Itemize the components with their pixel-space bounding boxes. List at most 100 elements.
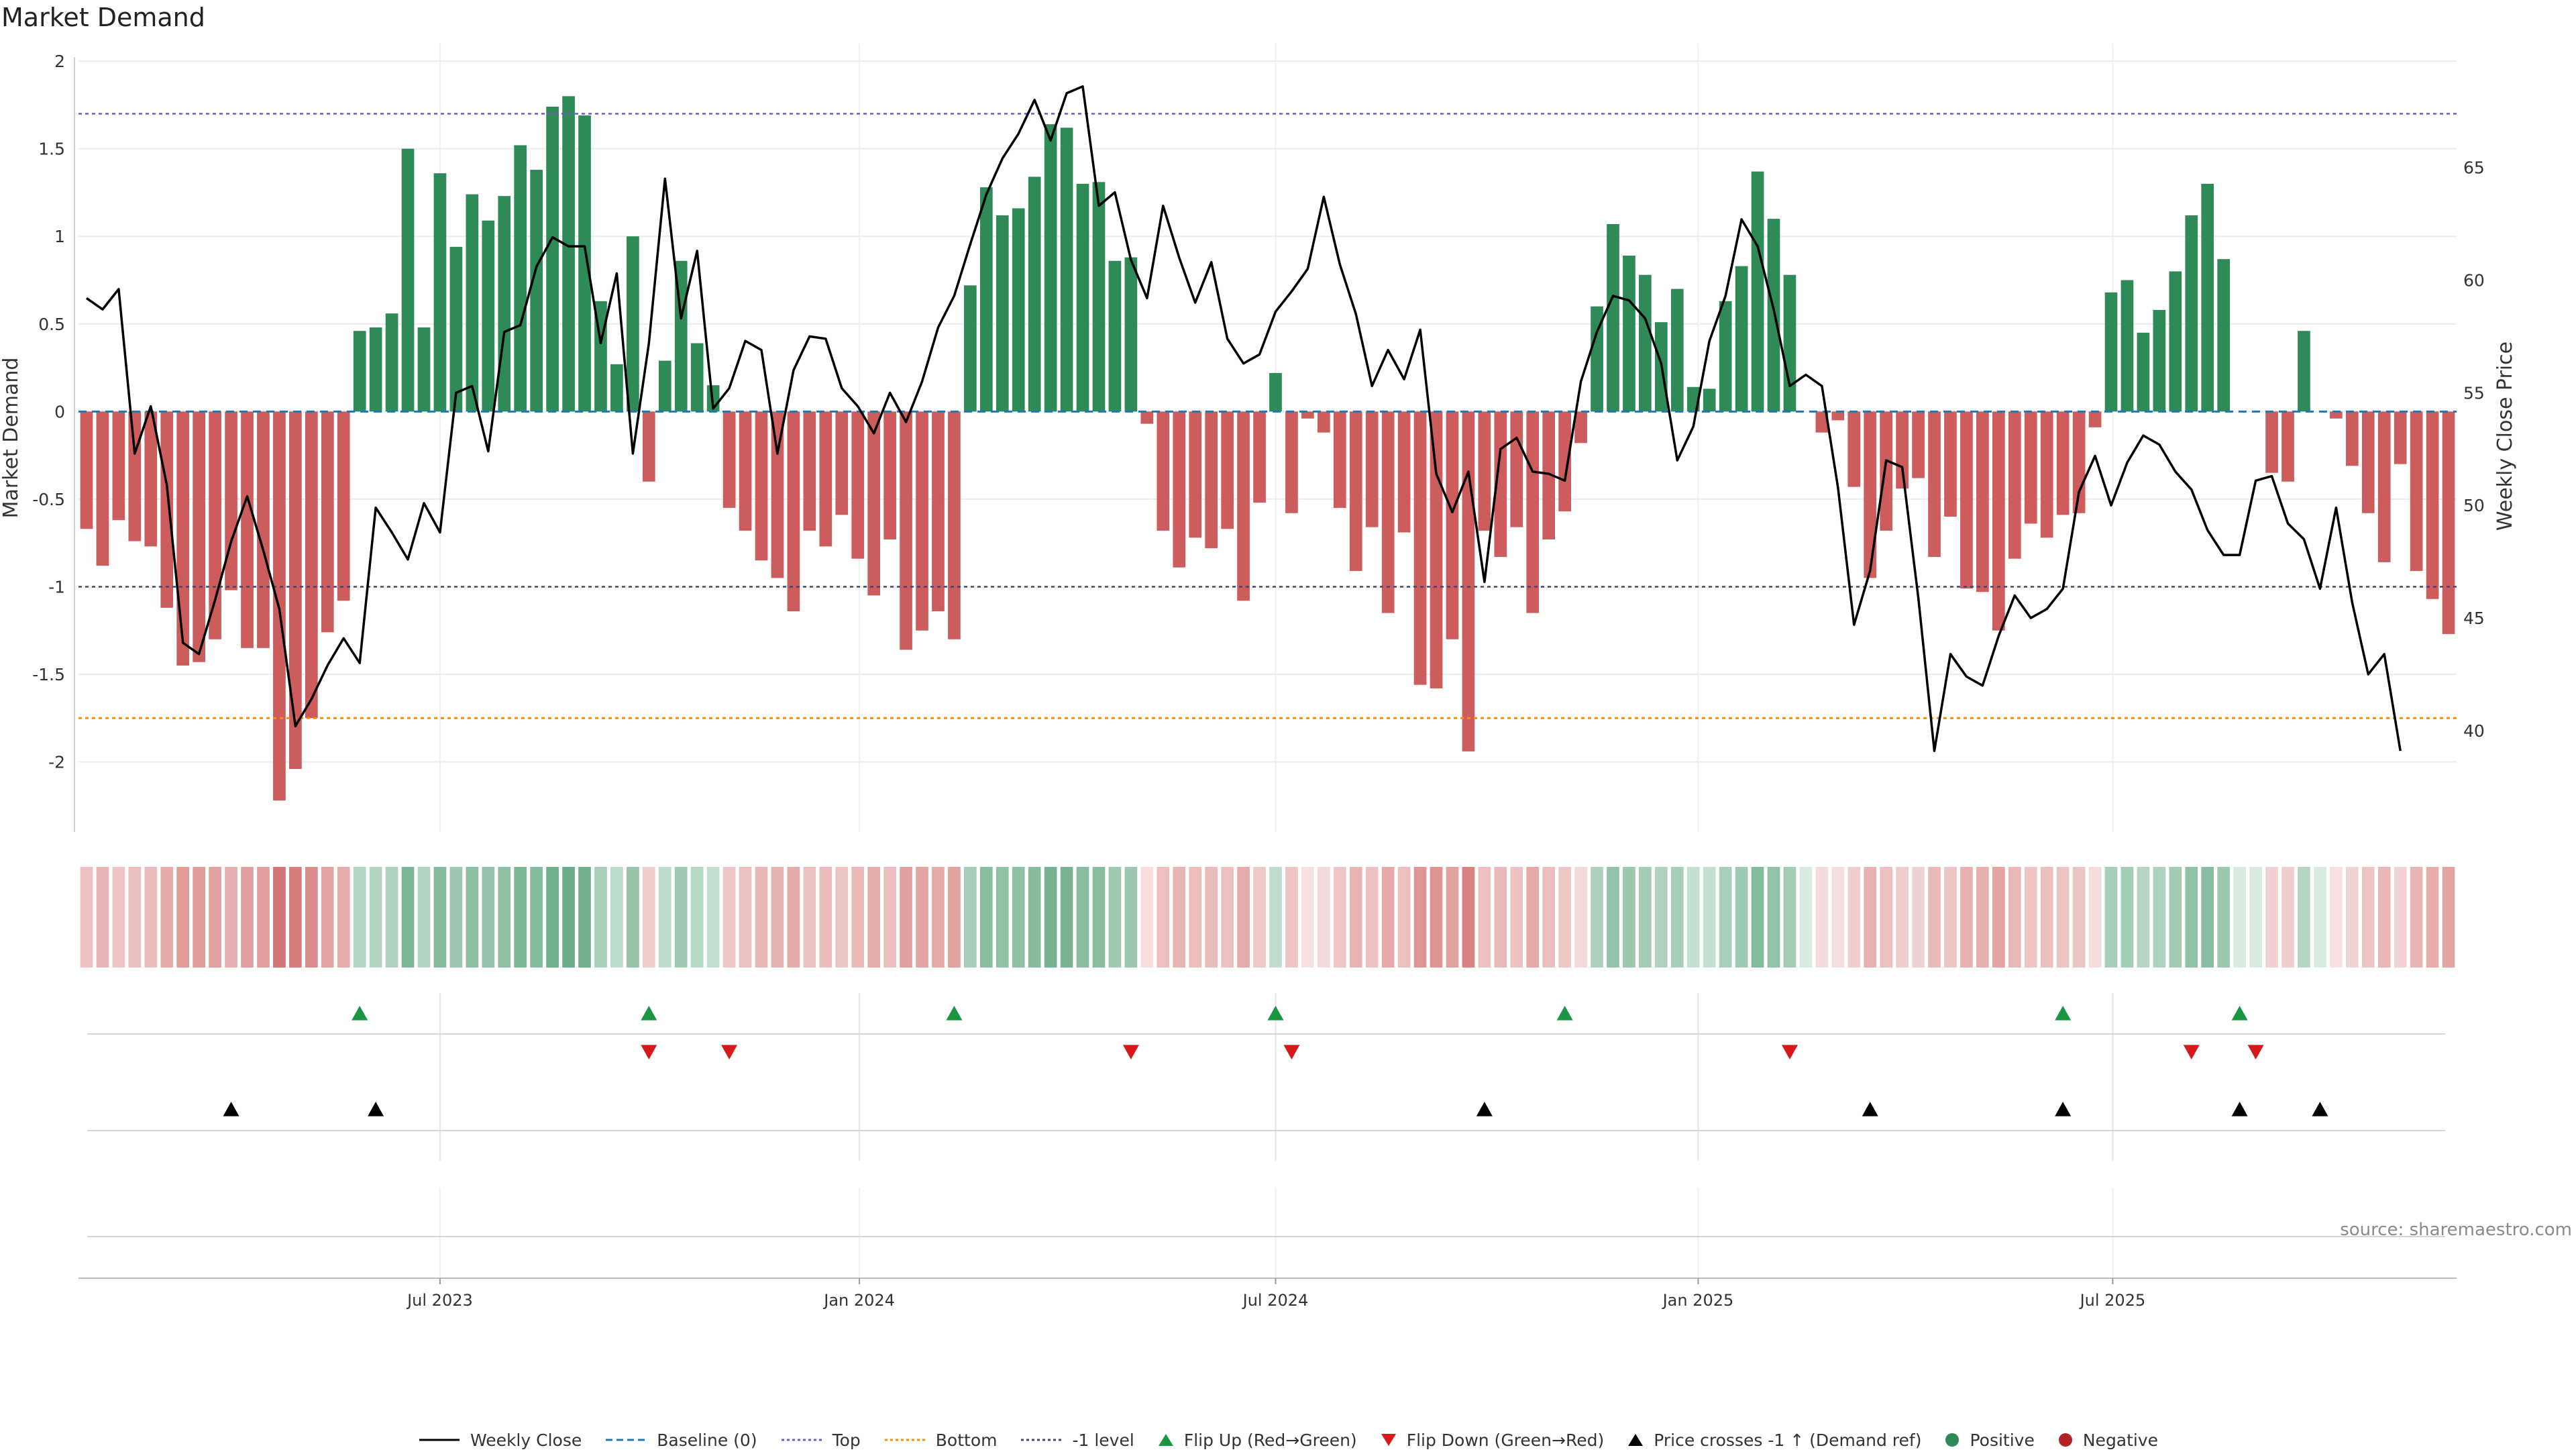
demand-bar: [1928, 411, 1941, 558]
chart-title: Market Demand: [1, 3, 205, 32]
demand-bar: [2426, 411, 2439, 599]
heat-cell: [1558, 867, 1571, 968]
legend-label: Weekly Close: [470, 1430, 582, 1450]
heat-cell: [1912, 867, 1925, 968]
price-cross-marker: [223, 1102, 239, 1116]
legend-item: Flip Down (Green→Red): [1380, 1431, 1604, 1450]
heat-cell: [337, 867, 350, 968]
demand-bar: [305, 411, 318, 719]
heat-cell: [2104, 867, 2118, 968]
heat-cell: [112, 867, 125, 968]
demand-bar: [1012, 208, 1025, 412]
heat-cell: [1735, 867, 1748, 968]
demand-bar: [867, 411, 881, 596]
heat-cell: [1526, 867, 1540, 968]
demand-bar: [1478, 411, 1491, 531]
legend-triangle-up-icon: [1628, 1434, 1644, 1446]
heat-cell: [1896, 867, 1909, 968]
heat-cell: [1944, 867, 1957, 968]
heat-cell: [851, 867, 865, 968]
heat-cell: [2426, 867, 2439, 968]
demand-bar: [996, 215, 1009, 412]
flip-up-marker: [352, 1006, 368, 1021]
y-tick-label: 2: [54, 52, 65, 71]
legend-label: Top: [832, 1430, 861, 1450]
demand-bar: [916, 411, 928, 631]
heat-cell: [482, 867, 495, 968]
heat-cell: [1253, 867, 1266, 968]
demand-bar: [1670, 289, 1684, 412]
demand-bar: [96, 411, 109, 566]
flip-up-marker: [2231, 1006, 2248, 1021]
demand-bar: [112, 411, 125, 521]
heat-cell: [674, 867, 688, 968]
heat-cell: [1205, 867, 1218, 968]
heat-cell: [1189, 867, 1202, 968]
heat-cell: [321, 867, 334, 968]
legend-label: Flip Up (Red→Green): [1183, 1430, 1357, 1450]
demand-bar: [1413, 411, 1427, 685]
demand-bar: [1767, 219, 1780, 412]
heat-cell: [2153, 867, 2166, 968]
demand-bar: [530, 170, 543, 412]
heat-cell: [1623, 867, 1635, 968]
legend-label: Bottom: [935, 1430, 998, 1450]
demand-bar: [1076, 183, 1089, 412]
price-tick-label: 40: [2463, 721, 2485, 741]
demand-bar: [1365, 411, 1379, 527]
demand-bar: [1124, 257, 1138, 412]
heat-cell: [1269, 867, 1282, 968]
heat-cell: [2249, 867, 2262, 968]
demand-bar: [1317, 411, 1330, 433]
demand-bar: [2169, 271, 2182, 412]
demand-bar: [932, 411, 945, 611]
heat-cell: [80, 867, 93, 968]
demand-bar: [2072, 411, 2086, 513]
heat-cell: [498, 867, 511, 968]
heat-cell: [1783, 867, 1796, 968]
demand-bar: [2394, 411, 2407, 464]
heat-cell: [2265, 867, 2278, 968]
heat-cell: [1092, 867, 1106, 968]
heat-cell: [1462, 867, 1475, 968]
demand-bar: [1285, 411, 1298, 513]
demand-bar: [1430, 411, 1443, 688]
heat-cell: [2201, 867, 2214, 968]
heat-cell: [1799, 867, 1813, 968]
heat-cell: [658, 867, 672, 968]
demand-bar: [835, 411, 849, 515]
demand-bar: [2298, 331, 2310, 412]
legend-item: Top: [780, 1431, 861, 1450]
legend-label: Price crosses -1 ↑ (Demand ref): [1654, 1430, 1922, 1450]
heat-cell: [2298, 867, 2310, 968]
demand-bar: [337, 411, 350, 601]
demand-bar: [851, 411, 865, 559]
heat-cell: [2314, 867, 2326, 968]
demand-bar: [883, 411, 896, 539]
heat-cell: [417, 867, 431, 968]
legend-item: Price crosses -1 ↑ (Demand ref): [1627, 1431, 1921, 1450]
price-cross-marker: [2055, 1102, 2072, 1116]
demand-bar: [1607, 223, 1619, 412]
demand-bar: [1639, 274, 1652, 412]
reference-lines: [78, 113, 2457, 719]
heat-cell: [1237, 867, 1250, 968]
heat-cell: [1478, 867, 1491, 968]
demand-bar: [433, 173, 447, 412]
heat-cell: [1317, 867, 1330, 968]
demand-bar: [1880, 411, 1893, 531]
x-tick-label: Jan 2024: [822, 1291, 895, 1310]
heat-cell: [2394, 867, 2407, 968]
heat-cell: [1446, 867, 1459, 968]
demand-bar: [1831, 411, 1845, 421]
demand-bar: [2282, 411, 2294, 482]
demand-bar: [449, 246, 463, 412]
heat-cell: [819, 867, 833, 968]
heat-cell: [1285, 867, 1298, 968]
demand-bar: [1542, 411, 1556, 539]
heat-cell: [2377, 867, 2391, 968]
demand-bar: [2008, 411, 2021, 559]
demand-bar: [787, 411, 800, 611]
demand-bar: [2217, 259, 2231, 412]
demand-bar: [771, 411, 784, 578]
